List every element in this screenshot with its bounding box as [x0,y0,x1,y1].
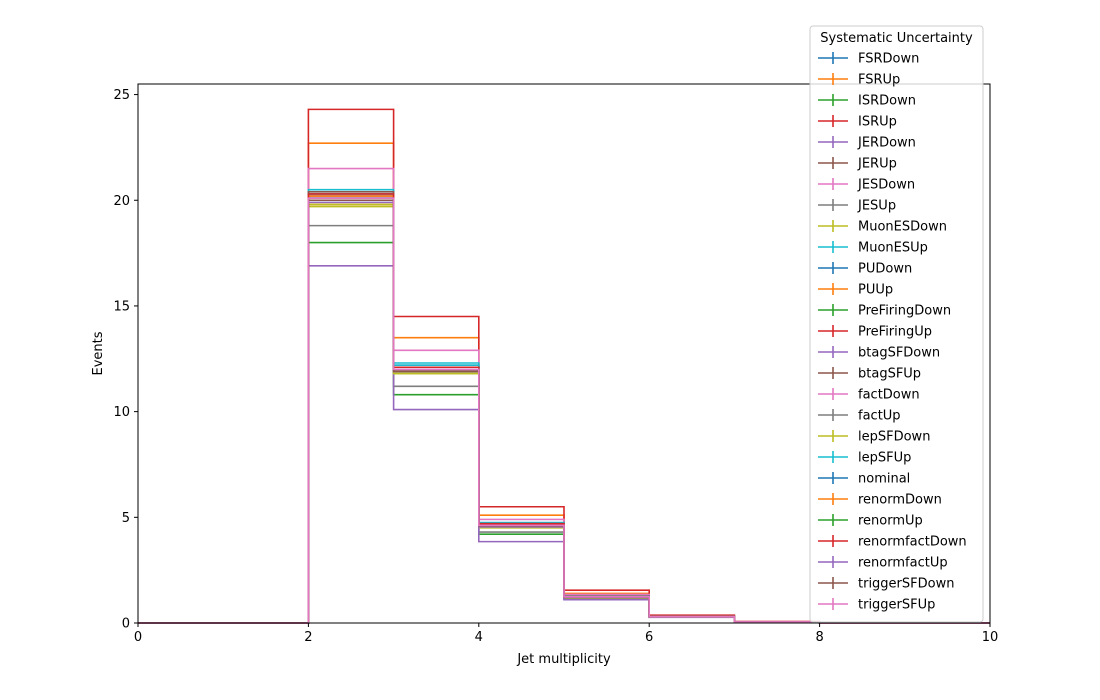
legend-item-PUUp: PUUp [818,283,893,298]
legend-item-btagSFDown: btagSFDown [818,346,940,361]
x-tick-label: 6 [645,630,653,645]
legend-label: triggerSFDown [858,577,954,592]
legend-item-lepSFDown: lepSFDown [818,430,930,445]
legend-label: factUp [858,409,901,424]
legend-item-JERDown: JERDown [818,136,916,151]
legend-label: lepSFUp [858,451,911,466]
legend-item-renormDown: renormDown [818,493,942,508]
legend-item-renormfactDown: renormfactDown [818,535,967,550]
legend-label: MuonESUp [858,241,928,256]
legend-label: PUUp [858,283,893,298]
y-tick-label: 10 [113,405,130,420]
x-axis-label: Jet multiplicity [516,652,611,667]
legend-item-btagSFUp: btagSFUp [818,367,921,382]
legend-item-ISRDown: ISRDown [818,94,916,109]
y-tick-label: 0 [122,617,130,632]
x-axis: 0 2 4 6 8 10 [134,623,998,645]
legend-item-JESUp: JESUp [818,199,896,214]
x-tick-label: 10 [982,630,999,645]
legend-item-lepSFUp: lepSFUp [818,451,911,466]
legend-label: JERDown [857,136,916,151]
legend-item-PUDown: PUDown [818,262,912,277]
legend-item-nominal: nominal [818,472,910,487]
legend-label: PreFiringDown [858,304,951,319]
legend-label: btagSFUp [858,367,921,382]
legend: Systematic Uncertainty FSRDown FSRUp ISRDo… [809,25,984,623]
legend-label: JESUp [857,199,896,214]
legend-label: renormDown [858,493,942,508]
legend-item-triggerSFDown: triggerSFDown [818,577,954,592]
legend-items: FSRDown FSRUp ISRDown ISRUp JERDown JERUp JESD… [818,52,967,613]
legend-item-factUp: factUp [818,409,901,424]
legend-label: MuonESDown [858,220,947,235]
legend-item-triggerSFUp: triggerSFUp [818,598,935,613]
legend-label: PreFiringUp [858,325,932,340]
legend-item-PreFiringDown: PreFiringDown [818,304,951,319]
legend-label: renormfactDown [858,535,967,550]
legend-item-renormfactUp: renormfactUp [818,556,948,571]
legend-label: nominal [858,472,910,487]
legend-item-FSRDown: FSRDown [818,52,919,67]
legend-label: FSRDown [858,52,919,67]
y-axis: 0 5 10 15 20 25 [113,88,138,632]
legend-label: FSRUp [858,73,900,88]
plot-frame [137,83,991,624]
legend-item-MuonESUp: MuonESUp [818,241,928,256]
legend-label: renormUp [858,514,923,529]
legend-label: PUDown [858,262,912,277]
y-tick-label: 20 [113,194,130,209]
legend-item-FSRUp: FSRUp [818,73,900,88]
x-tick-label: 4 [475,630,483,645]
legend-item-factDown: factDown [818,388,920,403]
legend-label: renormfactUp [858,556,948,571]
legend-label: lepSFDown [858,430,930,445]
legend-label: JESDown [857,178,915,193]
legend-label: ISRUp [858,115,897,130]
y-tick-label: 15 [113,299,130,314]
x-tick-label: 8 [815,630,823,645]
legend-item-PreFiringUp: PreFiringUp [818,325,932,340]
x-tick-label: 0 [134,630,142,645]
legend-title: Systematic Uncertainty [820,31,973,46]
y-tick-label: 5 [122,511,130,526]
legend-label: JERUp [857,157,897,172]
legend-item-MuonESDown: MuonESDown [818,220,947,235]
legend-item-renormUp: renormUp [818,514,923,529]
y-tick-label: 25 [113,88,130,103]
legend-box [809,25,984,623]
legend-item-JESDown: JESDown [818,178,915,193]
legend-item-JERUp: JERUp [818,157,897,172]
legend-label: factDown [858,388,920,403]
legend-label: btagSFDown [858,346,940,361]
legend-item-ISRUp: ISRUp [818,115,897,130]
y-axis-label: Events [91,331,106,375]
legend-label: ISRDown [858,94,916,109]
x-tick-label: 2 [304,630,312,645]
legend-label: triggerSFUp [858,598,935,613]
